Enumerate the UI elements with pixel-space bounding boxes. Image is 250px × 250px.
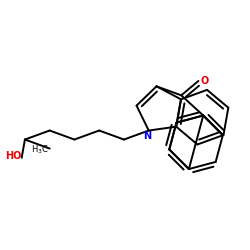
Text: H$_3$C: H$_3$C bbox=[30, 144, 48, 156]
Text: O: O bbox=[200, 76, 209, 86]
Text: HO: HO bbox=[5, 151, 21, 161]
Text: N: N bbox=[143, 130, 151, 140]
